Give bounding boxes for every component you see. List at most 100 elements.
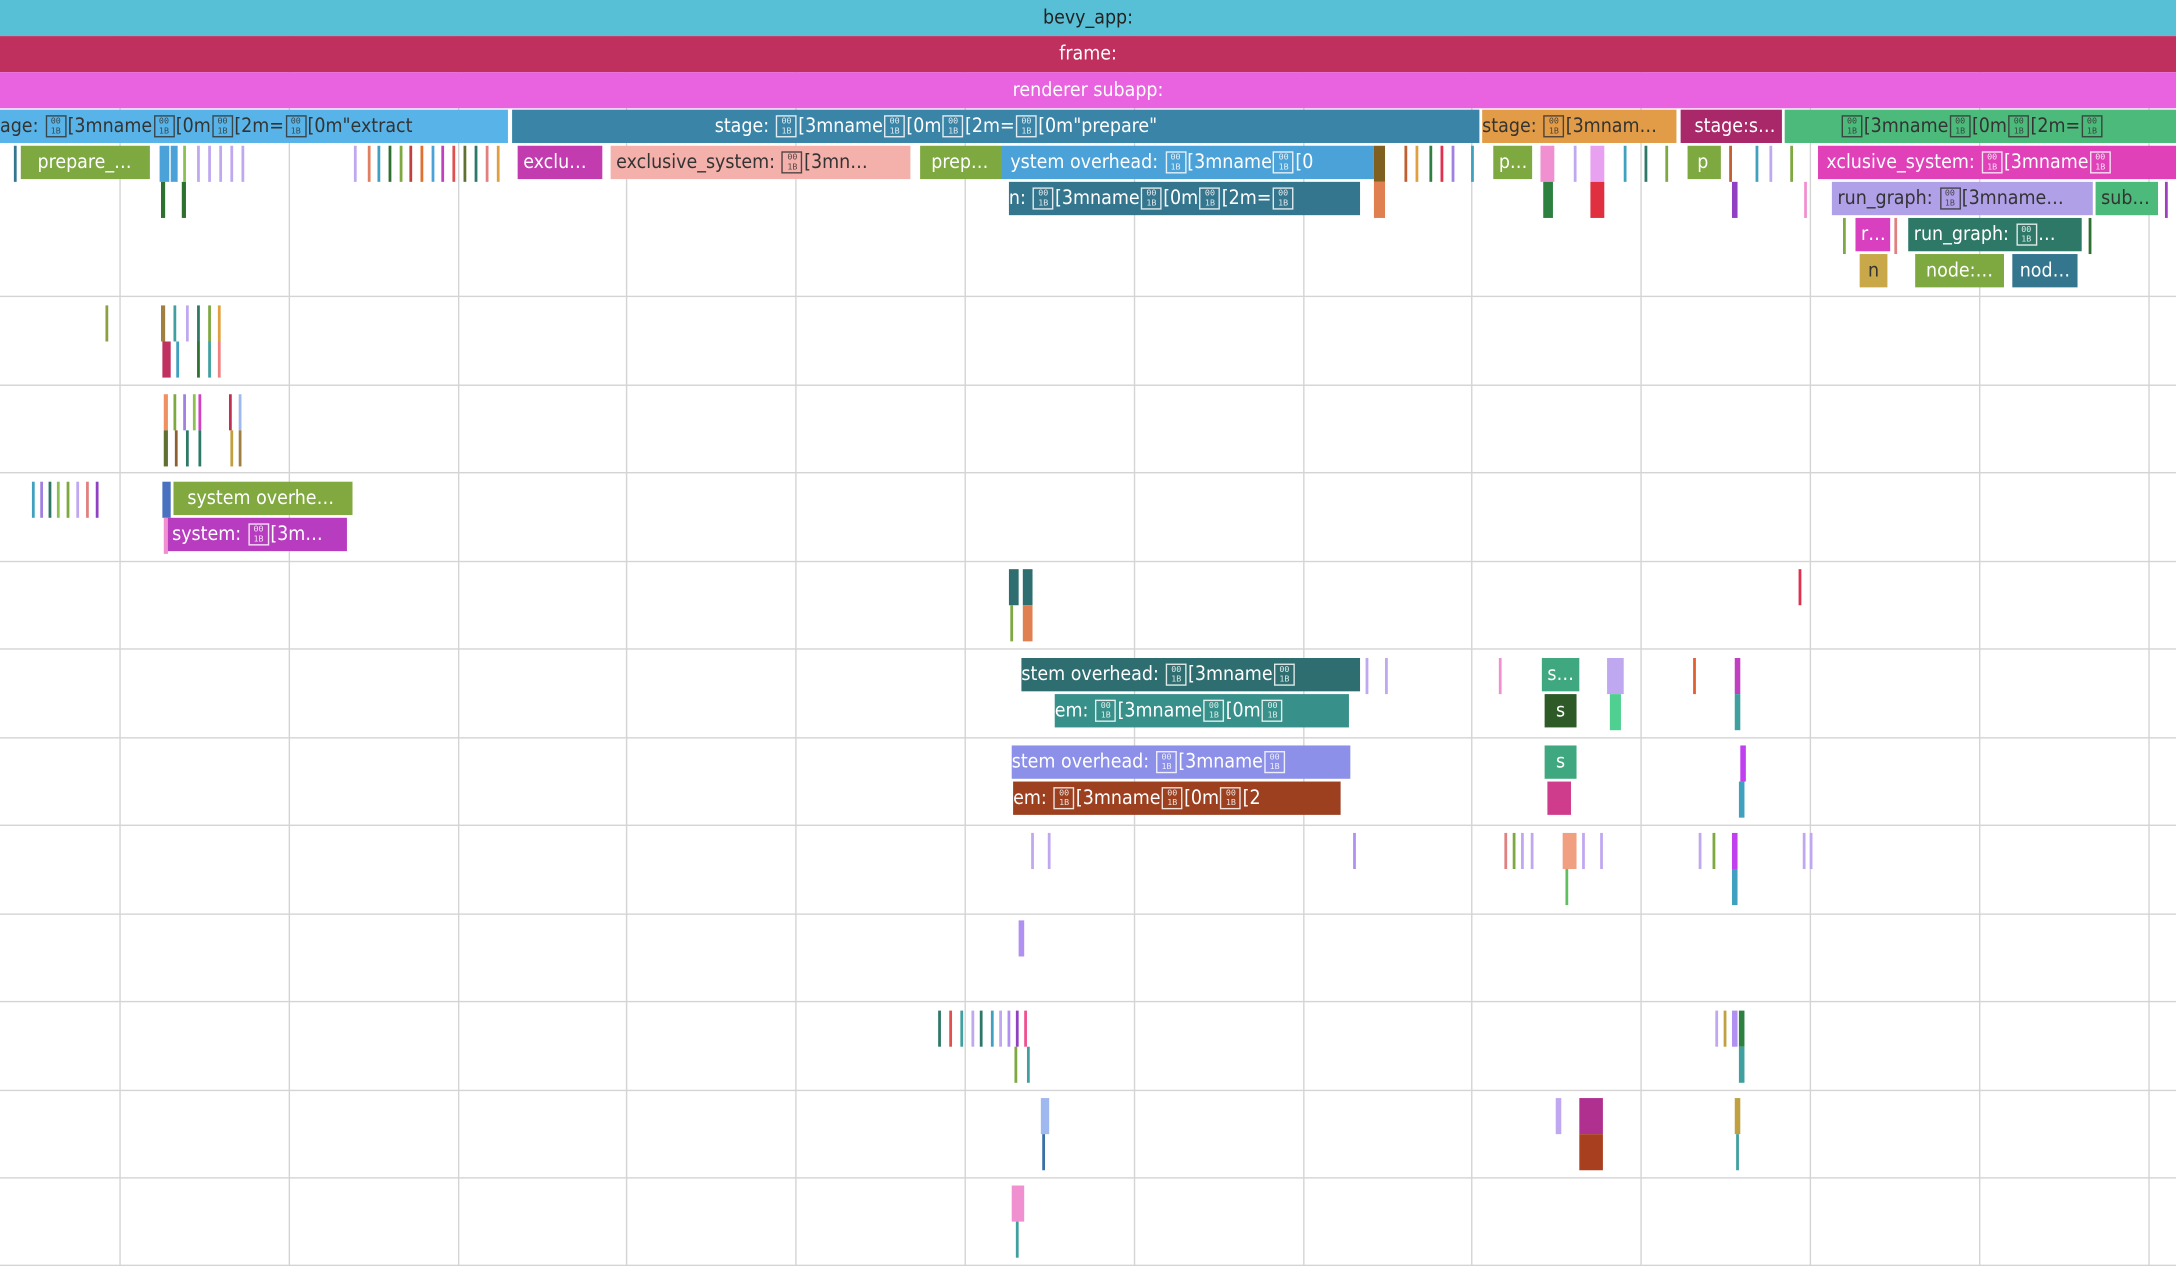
thin-span[interactable] [1609,694,1621,731]
thin-span[interactable] [197,341,200,378]
thin-span[interactable] [1353,832,1356,870]
span-run-graph-2[interactable]: run_graph: 00 1B… [1908,217,2082,252]
thin-span[interactable] [1582,832,1585,870]
thin-span[interactable] [431,145,435,182]
thin-span[interactable] [1022,569,1033,606]
thin-span[interactable] [183,145,186,182]
span-p[interactable]: p… [1493,145,1533,180]
thin-span[interactable] [1031,832,1034,870]
thin-span[interactable] [1804,181,1807,218]
thin-span[interactable] [452,145,456,182]
thin-span[interactable] [241,145,245,182]
thin-span[interactable] [208,305,211,342]
thin-span[interactable] [13,145,17,182]
thin-span[interactable] [56,481,60,518]
span-r[interactable]: r… [1855,217,1891,252]
thin-span[interactable] [938,1010,941,1047]
thin-span[interactable] [1809,832,1813,870]
span-stage-4[interactable]: stage:stage: [1680,109,1782,143]
thin-span[interactable] [377,145,381,182]
thin-span[interactable] [198,430,202,467]
thin-span[interactable] [173,305,177,342]
span-system-nested[interactable]: n: 00 1B [3mname 00 1B [0m 00 1B [2m= 00 1B [1008,181,1361,216]
thin-span[interactable] [197,305,200,342]
thin-span[interactable] [1365,658,1369,695]
thin-span[interactable] [1798,569,1802,606]
thin-span[interactable] [1738,1010,1745,1047]
thin-span[interactable] [496,145,500,182]
span-s-lane5-2[interactable]: s [1544,694,1577,728]
thin-span[interactable] [48,481,52,518]
thin-span[interactable] [105,305,109,342]
thin-span[interactable] [159,145,170,182]
thin-span[interactable] [163,394,168,431]
thin-span[interactable] [1693,658,1696,695]
thin-span[interactable] [40,481,44,518]
thin-span[interactable] [1440,145,1444,182]
thin-span[interactable] [1607,658,1624,695]
thin-span[interactable] [1579,1098,1603,1135]
thin-span[interactable] [1415,145,1419,182]
thin-span[interactable] [1698,832,1702,870]
track-frame[interactable]: frame: [0,36,2176,73]
thin-span[interactable] [1665,145,1669,182]
span-s-lane5[interactable]: s… [1541,658,1580,692]
thin-span[interactable] [979,1010,983,1047]
span-run-graph[interactable]: run_graph: 00 1B [3mname… [1831,181,2093,216]
span-n[interactable]: n [1859,254,1888,288]
span-exclu[interactable]: exclu… [517,145,603,180]
thin-span[interactable] [1007,1010,1011,1047]
thin-span[interactable] [174,430,178,467]
thin-span[interactable] [1894,217,1898,255]
thin-span[interactable] [185,430,189,467]
thin-span[interactable] [208,341,211,378]
thin-span[interactable] [399,145,403,182]
span-lane6-pink[interactable] [1547,781,1571,815]
thin-span[interactable] [960,1010,964,1047]
thin-span[interactable] [1047,832,1051,870]
thin-span[interactable] [230,430,234,467]
thin-span[interactable] [1644,145,1648,182]
thin-span[interactable] [198,394,202,431]
thin-span[interactable] [441,145,445,182]
thin-span[interactable] [160,305,166,342]
thin-span[interactable] [181,181,186,218]
thin-span[interactable] [999,1010,1002,1047]
thin-span[interactable] [1498,658,1502,695]
thin-span[interactable] [163,430,168,467]
thin-span[interactable] [1731,869,1738,906]
thin-span[interactable] [2088,217,2092,255]
span-system-lane3[interactable]: system: 00 1B [3m… [166,517,347,552]
thin-span[interactable] [192,394,196,431]
thin-span[interactable] [1590,181,1605,218]
thin-span[interactable] [76,481,80,518]
track-bevy-app[interactable]: bevy_app: [0,0,2176,37]
thin-span[interactable] [208,145,211,182]
thin-span[interactable] [1471,145,1474,182]
thin-span[interactable] [1504,832,1508,870]
thin-span[interactable] [1451,145,1455,182]
span-stage-3[interactable]: stage: 00 1B [3mnam… [1482,109,1677,143]
thin-span[interactable] [1790,145,1794,182]
thin-span[interactable] [1600,832,1603,870]
span-system-overhead-lane5[interactable]: stem overhead: 00 1B [3mname 00 1B [1021,658,1361,692]
thin-span[interactable] [1429,145,1433,182]
thin-span[interactable] [217,341,221,378]
thin-span[interactable] [1738,781,1745,818]
thin-span[interactable] [185,305,189,342]
span-em-lane5[interactable]: em: 00 1B [3mname 00 1B [0m 00 1B [1054,694,1349,728]
span-em-lane6[interactable]: em: 00 1B [3mname 00 1B [0m 00 1B [2 [1013,781,1341,815]
thin-span[interactable] [1540,145,1555,182]
span-stage-5[interactable]: 00 1B [3mname 00 1B [0m 00 1B [2m= 00 1B [1784,109,2176,143]
thin-span[interactable] [1042,1134,1046,1171]
thin-span[interactable] [1008,569,1019,606]
span-system-overhead-lane6[interactable]: stem overhead: 00 1B [3mname 00 1B [1011,745,1351,779]
thin-span[interactable] [1734,1098,1741,1135]
thin-span[interactable] [353,145,357,182]
thin-span[interactable] [971,1010,975,1047]
thin-span[interactable] [1026,1046,1030,1083]
thin-span[interactable] [1579,1134,1603,1171]
span-exclusive-system-2[interactable]: xclusive_system: 00 1B [3mname 00 1B [1818,145,2176,180]
thin-span[interactable] [1734,694,1741,731]
thin-span[interactable] [95,481,99,518]
